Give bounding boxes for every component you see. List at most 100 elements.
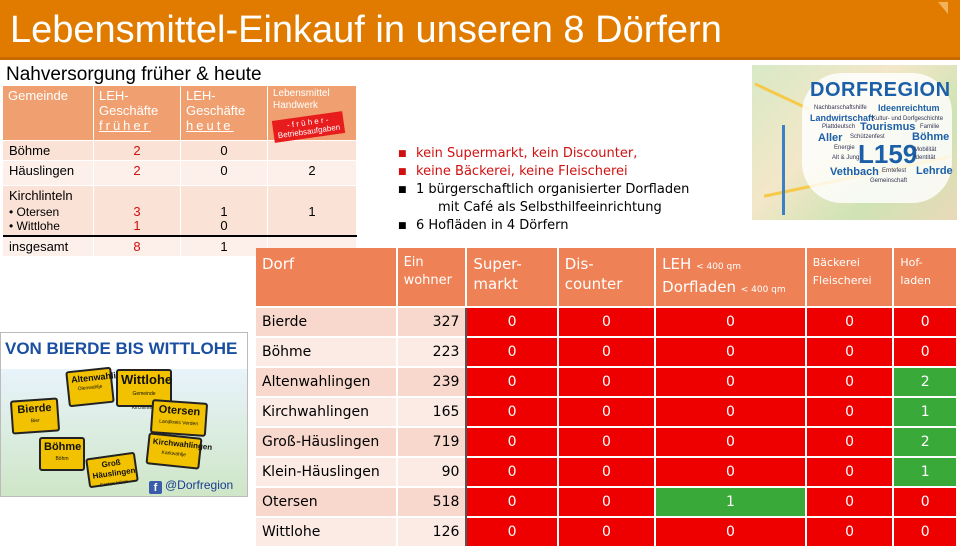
bullet-text: 6 Hofläden in 4 Dörfern [416,218,569,233]
bullet-text: 1 bürgerschaftlich organisierter Dorflad… [416,182,690,197]
map-word: Nachbarschaftshilfe [814,105,867,111]
map-word: Erntefest [882,168,907,174]
dorf-h-super-2: markt [473,275,518,293]
dorf-cell-name: Wittlohe [256,516,398,546]
dorf-cell-value: 0 [805,306,895,337]
dorf-cell-value: 0 [557,306,657,337]
dorf-header-hofladen: Hof-laden [893,248,956,307]
bullet-marker-icon: ■ [398,185,407,195]
facebook-handle: @Dorfregion [165,478,234,492]
nah-header-gemeinde-label: Gemeinde [8,88,68,103]
map-word: Schützenfest [850,134,885,140]
nah-cell-heute: 1 0 [180,185,268,236]
dorf-cell-value: 0 [557,336,657,367]
map-word: Aller [818,132,843,144]
nah-h-frueher-1: LEH- [99,88,129,103]
dorf-h-disc-2: counter [564,275,623,293]
town-sign: Böhme Böhm [39,437,85,471]
dorf-h-hof-2: laden [900,274,931,287]
dorf-cell-value: 0 [655,426,807,457]
dorf-header-baeckerei: Bäckerei Fleischerei [805,248,895,307]
dorf-cell-value: 0 [805,336,895,367]
nah-sub-list: Otersen Wittlohe [9,205,87,233]
dorf-cell-value: 2 [893,426,956,457]
dorf-header-einwohner: Ein wohner [396,248,468,307]
sign-sub: Gemeinde Kirchlinteln [131,391,157,411]
dorf-cell-value: 0 [805,426,895,457]
nah-row: Häuslingen 2 0 2 [3,160,357,186]
nah-row: Böhme 2 0 [3,140,357,161]
dorf-table-row: Groß-Häuslingen 719 0 0 0 0 2 [256,426,956,457]
map-word: Mobilität [914,147,937,153]
dorf-cell-name: Böhme [256,336,398,367]
dorf-h-ew-2: wohner [403,273,452,288]
sign-sub: Landkreis Verden [159,418,199,428]
dorf-cell-value: 0 [805,396,895,427]
nah-header-handwerk: Lebensmittel Handwerk - f r ü h e r - Be… [267,86,357,143]
obscured-text-line [272,240,787,248]
dorf-cell-einwohner: 518 [396,486,468,517]
dorf-cell-value: 0 [557,426,657,457]
map-word-cloud [802,73,952,203]
nah-cell-handwerk [267,140,357,161]
facebook-link[interactable]: f @Dorfregion [149,478,233,494]
dorf-cell-einwohner: 126 [396,516,468,546]
map-heading: DORFREGION [810,79,951,101]
map-word: Vethbach [830,166,879,178]
bullet-item: ■ 1 bürgerschaftlich organisierter Dorfla… [396,181,689,217]
map-word: Alt & Jung [832,155,860,161]
dorf-cell-value: 2 [893,366,956,397]
dorf-cell-einwohner: 165 [396,396,468,427]
nah-header-heute: LEH- Geschäfte heute [180,86,268,141]
dorf-cell-name: Kirchwahlingen [256,396,398,427]
nah-sub-item: Wittlohe [9,219,87,233]
dorf-cell-einwohner: 223 [396,336,468,367]
map-word: Identität [914,155,936,161]
nah-val: 1 [133,218,141,233]
nah-cell-frueher: 2 [93,140,181,161]
dorf-cell-value: 0 [655,516,807,546]
bullet-marker-icon: ■ [398,221,407,231]
dorf-cell-value: 0 [655,456,807,487]
page-title: Lebensmittel-Einkauf in unseren 8 Dörfer… [10,9,722,51]
nah-cell-name: Kirchlinteln [9,188,73,203]
nah-val: 0 [220,218,228,233]
dorf-table-row: Altenwahlingen 239 0 0 0 0 2 [256,366,956,397]
town-sign: Groß Häuslingen Groten Hüsn [85,451,139,489]
dorf-table-row: Bierde 327 0 0 0 0 0 [256,306,956,337]
nah-cell-frueher: 8 [93,235,181,256]
title-bar: Lebensmittel-Einkauf in unseren 8 Dörfer… [0,0,960,60]
dorf-h-baeck-2: Fleischerei [812,274,872,287]
betriebsaufgaben-stamp: - f r ü h e r - Betriebsaufgaben [271,111,345,143]
dorf-cell-name: Klein-Häuslingen [256,456,398,487]
facebook-icon: f [149,481,162,494]
dorf-table-body: Bierde 327 0 0 0 0 0 Böhme 223 0 0 0 0 0 Altenwahlinge… [256,306,956,546]
bullet-item: ■ kein Supermarkt, kein Discounter, [396,145,689,163]
bullet-text: kein Supermarkt, kein Discounter, [416,146,638,161]
dorf-h-dorf: Dorf [262,255,295,273]
dorf-cell-value: 0 [655,336,807,367]
nah-h-heute-3: heute [186,118,234,133]
bullet-text-cont: mit Café als Selbsthilfeeinrichtung [438,200,662,215]
nah-header-row: Gemeinde LEH- Geschäfte früher LEH- Gesc… [3,86,357,143]
dorf-h-ew-1: Ein [403,255,424,270]
map-word: Landwirtschaft [810,113,875,123]
nah-cell-handwerk: 1 [267,185,357,236]
dorf-table-row: Wittlohe 126 0 0 0 0 0 [256,516,956,546]
nah-cell-name: Häuslingen [3,160,94,186]
map-l159: L159 [858,139,918,169]
dorf-cell-einwohner: 90 [396,456,468,487]
dorf-cell-value: 0 [466,306,559,337]
dorf-cell-name: Altenwahlingen [256,366,398,397]
dorf-cell-einwohner: 719 [396,426,468,457]
dorf-header-leh: LEH < 400 qm Dorfladen < 400 qm [655,248,807,307]
town-sign: Bierde Bier [9,397,61,435]
dorf-cell-value: 0 [557,516,657,546]
nah-header-frueher: LEH- Geschäfte früher [93,86,181,141]
nah-row: Kirchlinteln Otersen Wittlohe 3 1 1 0 1 [3,185,357,236]
bullet-item: ■ 6 Hofläden in 4 Dörfern [396,217,689,235]
corner-mark [938,2,948,14]
bullet-list: ■ kein Supermarkt, kein Discounter, ■ kein… [396,145,689,235]
map-word: Gemeinschaft [870,178,908,184]
map-word: Plattdeutsch [822,124,856,130]
